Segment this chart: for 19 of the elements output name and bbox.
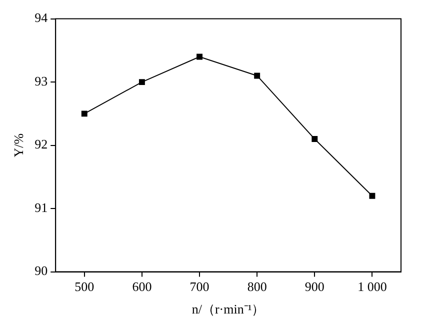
x-tick-label: 800 <box>247 279 267 294</box>
x-tick-label: 900 <box>304 279 324 294</box>
point <box>254 72 260 79</box>
x-axis-title: n/（r·min⁻¹） <box>192 302 265 317</box>
y-axis-title: Y/% <box>11 133 26 158</box>
x-tick-label: 700 <box>190 279 210 294</box>
point <box>312 136 318 142</box>
y-tick-label: 91 <box>34 200 48 215</box>
y-tick-label: 90 <box>34 263 48 278</box>
y-tick-label: 92 <box>34 136 48 152</box>
x-tick-label: 500 <box>74 279 94 294</box>
y-tick-label: 93 <box>34 73 48 88</box>
x-tick-label: 600 <box>132 279 152 294</box>
point <box>369 192 376 199</box>
point <box>138 79 145 86</box>
y-tick-label: 94 <box>34 10 48 26</box>
point <box>81 110 88 117</box>
x-tick-label: 1 000 <box>358 279 387 294</box>
point <box>196 54 202 60</box>
